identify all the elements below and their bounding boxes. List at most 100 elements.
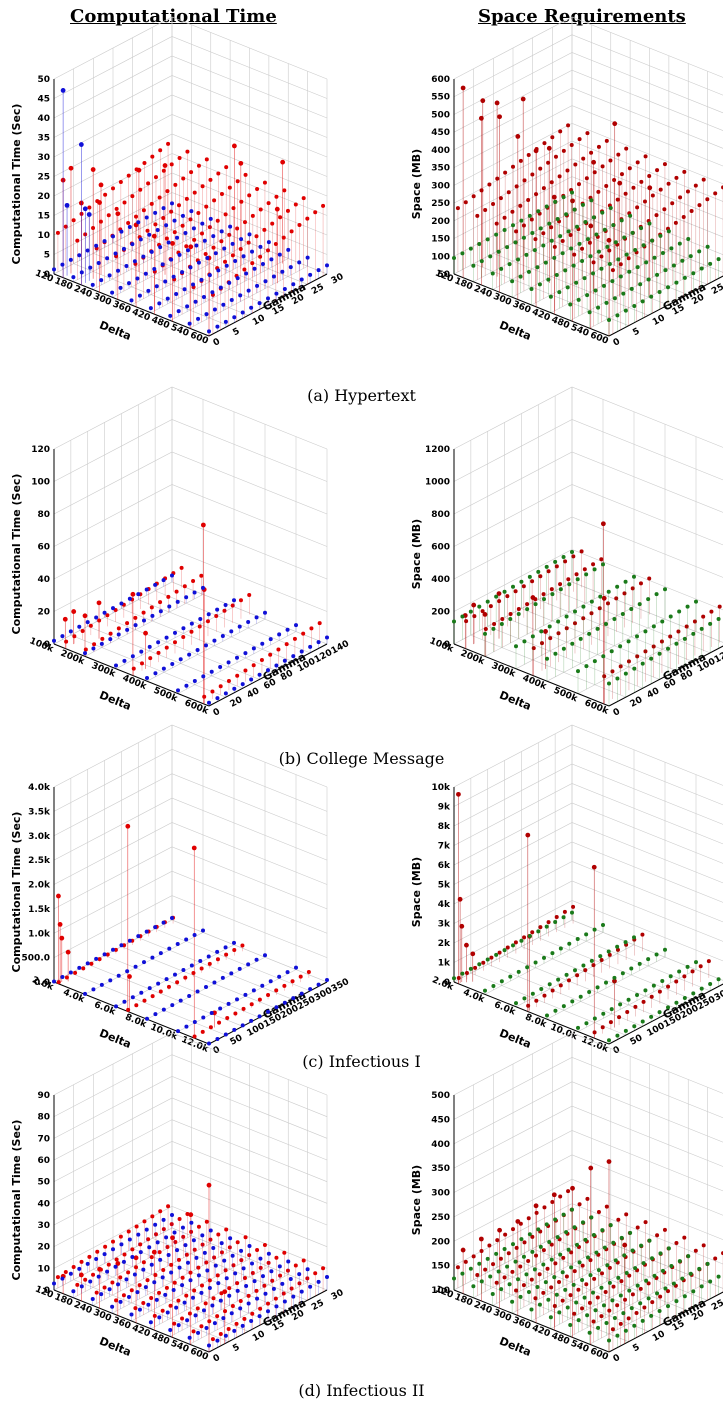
data-point <box>604 621 608 626</box>
data-point <box>620 612 625 617</box>
data-point <box>155 1240 160 1245</box>
column-header-space: Space Requirements <box>478 6 686 27</box>
data-point <box>202 238 207 243</box>
grid-line <box>53 846 328 910</box>
data-point <box>533 1203 539 1209</box>
data-point <box>680 1276 685 1281</box>
data-point <box>560 251 565 256</box>
data-point <box>97 200 102 205</box>
data-point <box>556 631 561 636</box>
data-point <box>141 610 146 615</box>
data-point <box>196 260 201 265</box>
x-tick-label: 180 <box>53 276 74 292</box>
data-point <box>558 946 563 951</box>
data-point <box>183 975 188 980</box>
data-point <box>254 615 259 620</box>
data-point <box>596 1325 601 1330</box>
data-point <box>638 1286 643 1291</box>
z-tick-label: 300 <box>431 181 450 191</box>
data-point <box>539 987 544 992</box>
data-point <box>561 1004 566 1009</box>
grid-line <box>453 880 723 944</box>
z-axis-title: Space (MB) <box>410 149 423 219</box>
data-point <box>554 914 559 919</box>
z-tick-label: 10 <box>37 231 50 241</box>
data-point <box>119 943 124 948</box>
data-point <box>604 138 609 143</box>
data-point <box>547 982 552 987</box>
data-point <box>577 241 582 246</box>
data-point <box>209 669 214 674</box>
data-point <box>660 1268 665 1273</box>
data-point <box>713 191 718 196</box>
data-point <box>514 1288 519 1293</box>
data-point <box>591 1319 596 1324</box>
data-point <box>308 987 313 992</box>
grid-line <box>73 68 229 326</box>
data-point <box>278 1273 283 1278</box>
data-point <box>563 268 568 273</box>
data-point <box>246 1301 251 1306</box>
data-point <box>172 1280 177 1285</box>
data-point <box>249 1319 254 1324</box>
data-point <box>651 624 656 629</box>
data-point <box>640 932 645 937</box>
data-point <box>525 965 530 970</box>
y-tick-label: 5 <box>631 327 641 339</box>
data-point <box>126 1229 131 1234</box>
data-point <box>260 983 265 988</box>
data-point <box>499 266 504 271</box>
data-point <box>85 620 90 625</box>
data-point <box>612 121 618 127</box>
data-point <box>576 1287 581 1292</box>
data-point <box>564 1230 569 1235</box>
z-tick-label: 1200 <box>425 445 450 455</box>
data-point <box>176 1257 181 1262</box>
data-point <box>460 85 466 91</box>
data-point <box>610 1327 615 1332</box>
data-point <box>298 974 303 979</box>
data-point <box>164 645 169 650</box>
data-point <box>173 630 177 635</box>
data-point <box>688 1271 693 1276</box>
data-point <box>119 601 124 606</box>
data-point <box>662 162 667 167</box>
data-point <box>229 298 234 303</box>
data-point <box>708 261 713 266</box>
data-point <box>647 221 652 226</box>
data-point <box>587 310 592 315</box>
data-point <box>142 160 147 165</box>
data-point <box>503 1232 508 1237</box>
data-point <box>491 983 496 988</box>
z-tick-label: 500.0 <box>22 954 50 964</box>
data-point <box>674 1299 679 1304</box>
x-tick-label: 600 <box>188 330 209 346</box>
data-point <box>237 966 242 971</box>
data-point <box>91 1272 96 1277</box>
data-point <box>105 256 110 261</box>
x-tick-label: 8.0k <box>524 1012 549 1030</box>
data-point <box>591 864 597 870</box>
data-point <box>643 1220 648 1225</box>
data-point <box>495 1238 500 1243</box>
data-point <box>138 187 143 192</box>
data-point <box>166 594 171 599</box>
data-point <box>130 995 135 1000</box>
grid-line <box>93 1074 249 1332</box>
data-point <box>227 232 232 237</box>
grid-line <box>53 55 328 119</box>
data-point <box>587 631 592 636</box>
data-point <box>502 1247 507 1252</box>
data-point <box>192 237 197 242</box>
data-point <box>274 1255 279 1260</box>
data-point <box>571 263 576 268</box>
data-point <box>170 916 174 921</box>
data-point <box>207 1286 212 1290</box>
data-point <box>558 983 563 988</box>
data-point <box>521 1283 526 1288</box>
data-point <box>260 1274 265 1279</box>
data-point <box>570 641 575 646</box>
data-point <box>161 920 166 925</box>
data-point <box>64 202 70 208</box>
data-point <box>627 166 632 171</box>
